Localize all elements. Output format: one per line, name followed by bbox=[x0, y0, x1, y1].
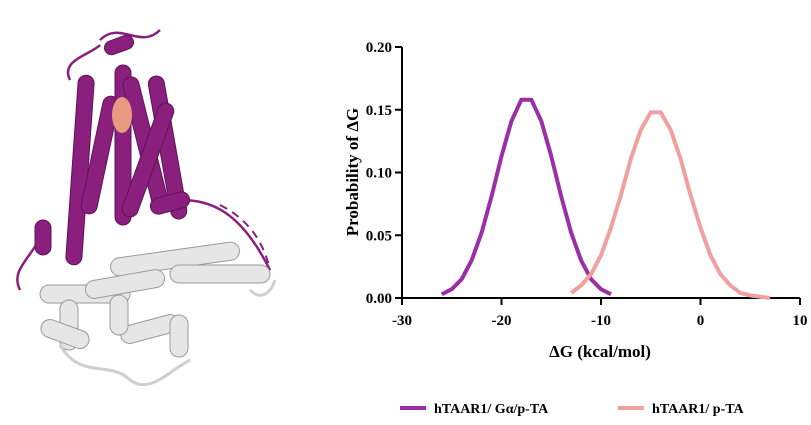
y-tick-label: 0.20 bbox=[366, 40, 392, 56]
x-tick-label: 10 bbox=[793, 313, 808, 329]
x-tick-label: -20 bbox=[492, 313, 512, 329]
x-tick-label: -10 bbox=[591, 313, 611, 329]
x-axis-label: ΔG (kcal/mol) bbox=[549, 342, 651, 361]
figure: ΔG (kcal/mol) Probability of ΔG 0.00 0.05… bbox=[0, 0, 811, 420]
legend-label: hTAAR1/ p-TA bbox=[652, 402, 745, 417]
legend-label: hTAAR1/ Gα/p-TA bbox=[434, 402, 549, 417]
y-tick-label: 0.05 bbox=[366, 228, 392, 244]
x-tick-label: 0 bbox=[697, 313, 705, 329]
x-tick-label: -30 bbox=[392, 313, 412, 329]
line-series bbox=[442, 100, 611, 295]
y-tick-label: 0.10 bbox=[366, 166, 392, 182]
y-tick-label: 0.15 bbox=[366, 103, 392, 119]
protein-structure bbox=[17, 30, 275, 385]
y-tick-label: 0.00 bbox=[366, 291, 392, 307]
line-series bbox=[571, 112, 770, 298]
y-axis-label: Probability of ΔG bbox=[343, 108, 362, 236]
